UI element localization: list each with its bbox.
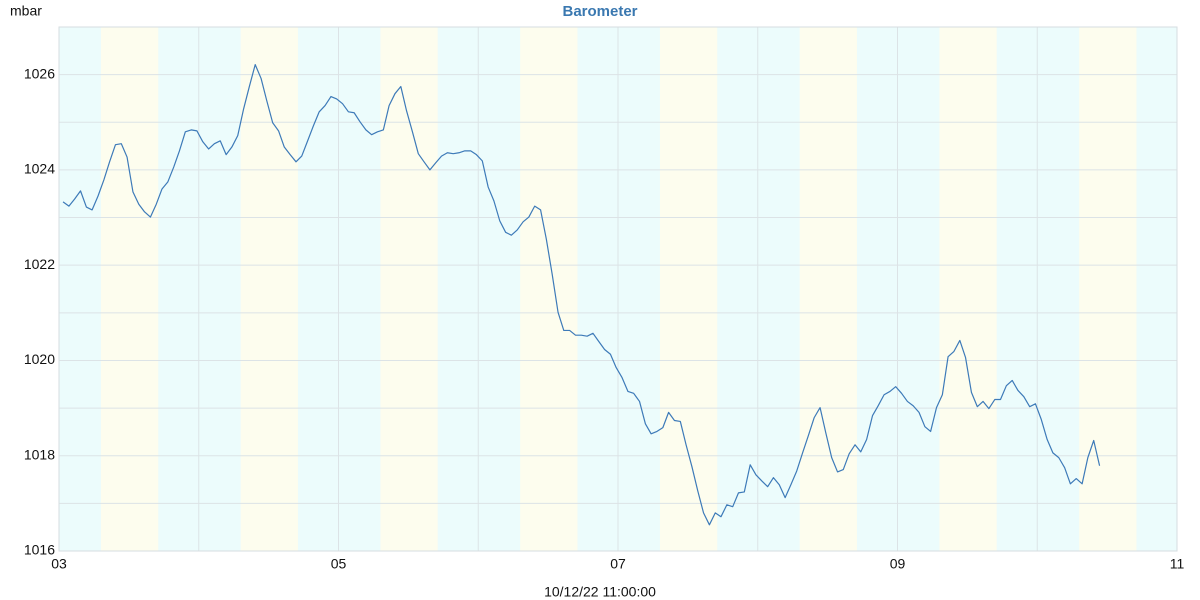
y-tick-label: 1024 xyxy=(24,161,55,177)
x-tick-label: 05 xyxy=(331,556,347,572)
day-shading xyxy=(520,27,578,551)
y-axis-label: mbar xyxy=(10,3,42,19)
day-shading xyxy=(799,27,857,551)
chart-title: Barometer xyxy=(562,3,637,20)
x-tick-label: 09 xyxy=(890,556,906,572)
x-tick-label: 07 xyxy=(610,556,626,572)
day-shading xyxy=(939,27,997,551)
x-axis-label: 10/12/22 11:00:00 xyxy=(544,584,656,600)
x-tick-label: 11 xyxy=(1170,556,1185,572)
day-shading xyxy=(240,27,298,551)
day-shading xyxy=(659,27,718,551)
day-shading xyxy=(380,27,438,551)
y-tick-label: 1026 xyxy=(24,65,55,81)
x-tick-label: 03 xyxy=(51,556,67,572)
day-shading xyxy=(1079,27,1137,551)
y-tick-label: 1018 xyxy=(24,446,55,462)
y-tick-label: 1022 xyxy=(24,256,55,272)
data-line xyxy=(62,64,1101,526)
y-tick-label: 1020 xyxy=(24,351,55,367)
plot-border xyxy=(58,26,1178,552)
y-tick-label: 1016 xyxy=(24,542,55,558)
day-shading xyxy=(100,27,159,551)
